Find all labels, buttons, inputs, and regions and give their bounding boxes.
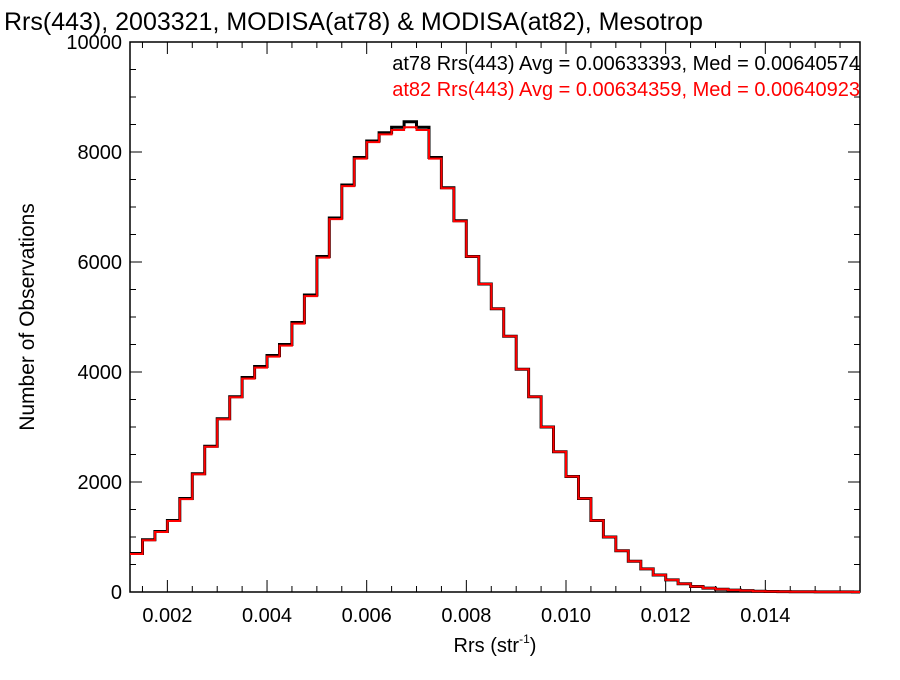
x-tick-label: 0.008 — [441, 605, 491, 627]
x-tick-label: 0.006 — [342, 605, 392, 627]
series-line-at82 — [130, 126, 860, 593]
y-axis: 0 2000 4000 6000 8000 10000 — [66, 32, 860, 604]
x-tick-label: 0.010 — [541, 605, 591, 627]
y-tick-label: 6000 — [78, 252, 123, 274]
x-axis-label-superscript: -1 — [519, 632, 530, 646]
series-line-at78 — [130, 120, 860, 594]
y-tick-label: 4000 — [78, 362, 123, 384]
x-tick-label: 0.004 — [242, 605, 292, 627]
y-axis-label: Number of Observations — [16, 203, 39, 431]
x-axis-label-text: Rrs (str — [454, 635, 520, 657]
y-tick-label: 2000 — [78, 472, 123, 494]
annotation-at82: at82 Rrs(443) Avg = 0.00634359, Med = 0.… — [392, 79, 860, 101]
annotation-at78: at78 Rrs(443) Avg = 0.00633393, Med = 0.… — [392, 53, 860, 75]
y-tick-label: 10000 — [66, 32, 122, 54]
series-layer — [130, 120, 860, 594]
plot-frame — [129, 41, 861, 593]
x-axis-label: Rrs (str-1) — [454, 632, 537, 657]
x-tick-label: 0.014 — [740, 605, 790, 627]
y-tick-label: 8000 — [78, 142, 123, 164]
x-axis-label-close: ) — [530, 635, 537, 657]
y-tick-label: 0 — [111, 582, 122, 604]
x-tick-label: 0.002 — [142, 605, 192, 627]
x-tick-label: 0.012 — [641, 605, 691, 627]
chart-title: Rrs(443), 2003321, MODISA(at78) & MODISA… — [4, 8, 703, 36]
x-axis: 0.002 0.004 0.006 0.008 0.010 0.012 0.014 — [141, 42, 841, 627]
